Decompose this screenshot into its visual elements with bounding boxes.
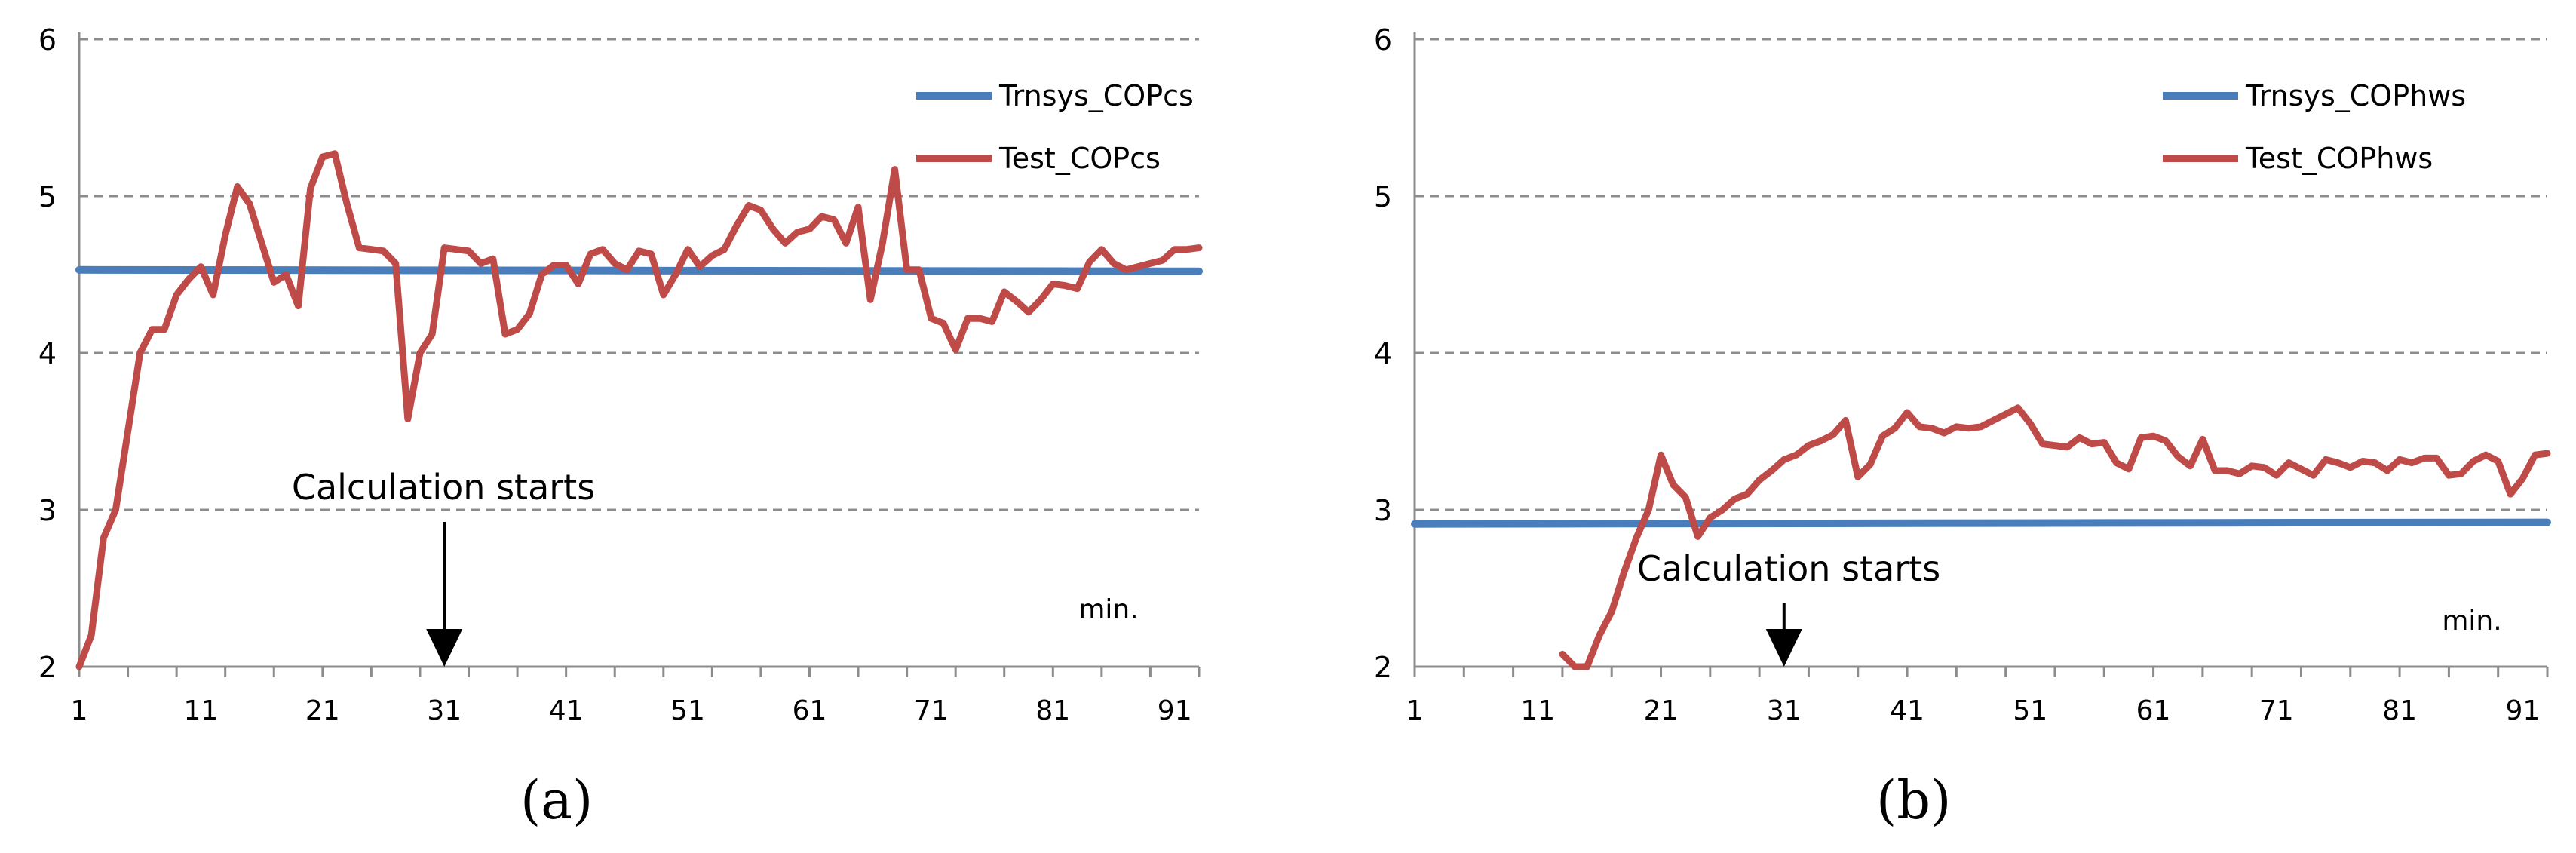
x-tick-label: 71 — [2259, 695, 2294, 726]
y-tick-label: 2 — [38, 651, 57, 684]
x-tick-label: 81 — [1035, 695, 1070, 726]
x-tick-label: 31 — [1767, 695, 1802, 726]
chart-panel-a: 2 3 4 5 6 1 11 21 31 41 51 61 71 81 91 Trnsys_COPcs Test… — [38, 23, 1203, 831]
legend-label: Test_COPhws — [2245, 142, 2433, 175]
x-tick-label: 21 — [305, 695, 340, 726]
x-tick-label: 31 — [427, 695, 462, 726]
x-tick-label: 41 — [1890, 695, 1924, 726]
x-tick-label: 81 — [2382, 695, 2417, 726]
y-tick-label: 4 — [38, 337, 57, 370]
x-tick-label: 61 — [2136, 695, 2171, 726]
series-line-test-cophws — [1559, 404, 2551, 670]
x-tick-label: 1 — [1406, 695, 1424, 726]
y-tick-label: 6 — [38, 23, 57, 57]
y-tick-label: 2 — [1374, 651, 1392, 684]
y-tick-label: 3 — [38, 494, 57, 527]
y-tick-label: 4 — [1374, 337, 1392, 370]
y-tick-label: 3 — [1374, 494, 1392, 527]
legend-label: Trnsys_COPcs — [998, 79, 1194, 112]
annotation-arrow-head — [426, 629, 463, 667]
x-tick-label: 51 — [2013, 695, 2047, 726]
x-tick-label: 1 — [71, 695, 88, 726]
x-unit-label: min. — [1078, 594, 1138, 625]
panel-label-b: (b) — [1876, 769, 1952, 831]
x-tick-label: 21 — [1644, 695, 1679, 726]
x-unit-label: min. — [2442, 606, 2501, 637]
x-tick-label: 51 — [670, 695, 705, 726]
annotation-arrow-head — [1765, 629, 1802, 667]
y-tick-label: 5 — [38, 180, 57, 213]
x-tick-label: 11 — [184, 695, 219, 726]
series-line-trnsys-cophws — [1411, 518, 2551, 528]
series-line-test-copcs — [75, 150, 1203, 670]
legend-label: Trnsys_COPhws — [2245, 79, 2466, 112]
panel-label-a: (a) — [520, 769, 593, 831]
x-tick-label: 41 — [549, 695, 584, 726]
x-tick-label: 71 — [914, 695, 949, 726]
x-tick-label: 91 — [1158, 695, 1192, 726]
y-tick-label: 6 — [1374, 23, 1392, 57]
y-tick-label: 5 — [1374, 180, 1392, 213]
x-tick-label: 91 — [2505, 695, 2540, 726]
series-line-trnsys-copcs — [75, 265, 1203, 275]
x-tick-label: 11 — [1520, 695, 1555, 726]
chart-panel-b: 2 3 4 5 6 1 11 21 31 41 51 61 71 81 91 Trnsys_COPhws Tes… — [1288, 0, 2576, 853]
x-tick-label: 61 — [793, 695, 827, 726]
annotation-label: Calculation starts — [292, 467, 595, 508]
annotation-label: Calculation starts — [1637, 548, 1940, 589]
legend-label: Test_COPcs — [998, 142, 1161, 175]
